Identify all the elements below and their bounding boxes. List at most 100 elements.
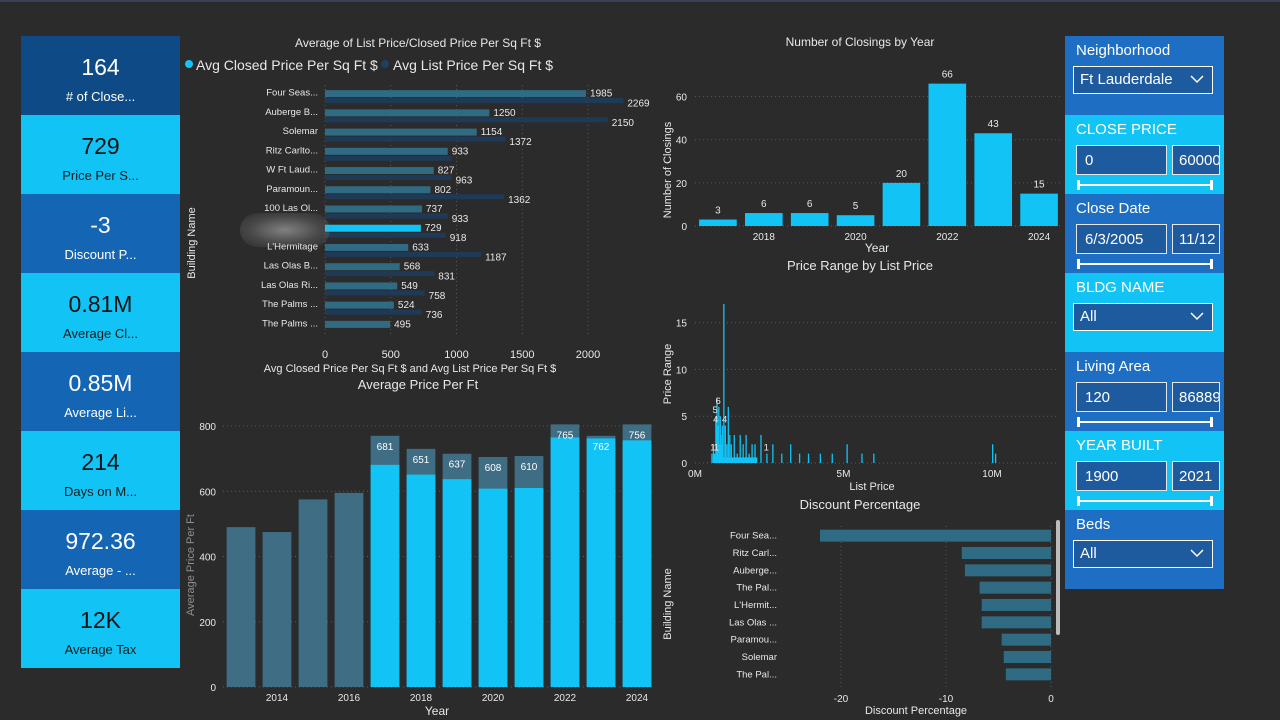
closings-by-year-chart[interactable]: Number of Closings by Year Number of Clo… [660, 30, 1065, 260]
living-area-max-input[interactable]: 86889 [1172, 382, 1220, 412]
price-range-bar[interactable] [721, 425, 724, 463]
list-bar[interactable] [325, 155, 452, 161]
kpi-card[interactable]: 214 Days on M... [21, 431, 180, 510]
average-price-per-ft-chart[interactable]: Average Price Per Ft Average Price Per F… [183, 375, 663, 720]
price-range-bar[interactable] [992, 444, 994, 463]
discount-bar[interactable] [1005, 668, 1051, 681]
total-bar[interactable] [334, 492, 364, 687]
kpi-card[interactable]: -3 Discount P... [21, 194, 180, 273]
beds-dropdown[interactable]: All [1073, 540, 1213, 568]
year-built-max-input[interactable]: 2021 [1172, 461, 1220, 491]
selected-bar[interactable] [622, 440, 652, 687]
list-bar[interactable] [325, 136, 506, 142]
price-range-bar[interactable] [723, 304, 725, 463]
kpi-card[interactable]: 164 # of Close... [21, 36, 180, 115]
price-range-bar[interactable] [717, 425, 719, 463]
price-range-bar[interactable] [846, 444, 848, 463]
list-bar[interactable] [325, 213, 448, 219]
selected-bar[interactable] [550, 437, 580, 687]
kpi-card[interactable]: 0.81M Average Cl... [21, 273, 180, 352]
living-area-slider-min-handle[interactable] [1077, 417, 1080, 427]
list-bar[interactable] [325, 98, 624, 104]
closings-bar[interactable] [1020, 193, 1058, 226]
price-range-bar[interactable] [733, 434, 735, 463]
closings-bar[interactable] [928, 83, 967, 226]
neighborhood-dropdown[interactable]: Ft Lauderdale [1073, 66, 1213, 94]
price-range-bar[interactable] [720, 434, 722, 463]
closed-bar[interactable] [325, 90, 587, 98]
close-date-slider-track[interactable] [1078, 263, 1212, 265]
legend-closed-label[interactable]: Avg Closed Price Per Sq Ft $ [196, 57, 378, 73]
close-date-slider-max-handle[interactable] [1210, 259, 1213, 269]
kpi-card[interactable]: 12K Average Tax [21, 589, 180, 668]
close-price-slider-track[interactable] [1078, 184, 1212, 186]
selected-bar[interactable] [442, 479, 472, 687]
kpi-card[interactable]: 0.85M Average Li... [21, 352, 180, 431]
list-bar[interactable] [325, 271, 435, 277]
closings-bar[interactable] [745, 213, 783, 226]
price-range-bar[interactable] [716, 397, 718, 463]
price-range-bar[interactable] [718, 406, 720, 463]
discount-scrollbar-thumb[interactable] [1056, 520, 1060, 635]
closed-bar[interactable] [325, 263, 400, 271]
price-range-bar[interactable] [873, 453, 875, 463]
price-per-sqft-chart[interactable]: Average of List Price/Closed Price Per S… [183, 30, 653, 385]
year-built-min-input[interactable]: 1900 [1076, 461, 1167, 491]
list-bar[interactable] [325, 309, 422, 315]
price-range-base-bar[interactable] [712, 457, 758, 463]
closings-bar[interactable] [836, 215, 875, 226]
price-range-bar[interactable] [727, 406, 729, 463]
price-range-bar[interactable] [739, 434, 741, 463]
closings-bar[interactable] [882, 182, 921, 226]
price-range-bar[interactable] [861, 453, 863, 463]
legend-list-label[interactable]: Avg List Price Per Sq Ft $ [393, 57, 553, 73]
close-price-min-input[interactable]: 0 [1076, 145, 1167, 175]
price-range-bar[interactable] [711, 453, 713, 463]
selected-bar[interactable] [406, 474, 436, 687]
closings-bar[interactable] [974, 133, 1012, 226]
discount-bar[interactable] [961, 547, 1051, 559]
price-range-bar[interactable] [781, 453, 783, 463]
price-range-bar[interactable] [754, 444, 756, 463]
year-built-slider-min-handle[interactable] [1077, 496, 1080, 506]
closed-bar[interactable] [325, 301, 394, 309]
selected-bar[interactable] [514, 487, 544, 687]
living-area-min-input[interactable]: 120 [1076, 382, 1167, 412]
closed-bar[interactable] [325, 224, 421, 232]
price-range-bar[interactable] [726, 444, 728, 463]
total-bar[interactable] [226, 527, 256, 687]
closed-bar[interactable] [325, 243, 409, 251]
price-range-bar[interactable] [807, 453, 810, 463]
list-bar[interactable] [325, 117, 608, 123]
closed-bar[interactable] [325, 282, 398, 290]
price-range-bar[interactable] [760, 434, 762, 463]
closed-bar[interactable] [325, 147, 448, 155]
bldg-name-dropdown[interactable]: All [1073, 303, 1213, 331]
closed-bar[interactable] [325, 128, 477, 136]
close-date-end-input[interactable]: 11/12 [1172, 224, 1220, 254]
discount-bar[interactable] [979, 581, 1051, 594]
close-price-slider-min-handle[interactable] [1077, 180, 1080, 190]
close-price-max-input[interactable]: 60000 [1172, 145, 1220, 175]
price-range-bar[interactable] [724, 425, 726, 463]
discount-bar[interactable] [1003, 651, 1051, 663]
year-built-slider-max-handle[interactable] [1210, 496, 1213, 506]
list-bar[interactable] [325, 290, 425, 296]
list-bar[interactable] [325, 251, 482, 257]
living-area-slider-max-handle[interactable] [1210, 417, 1213, 427]
closed-bar[interactable] [325, 320, 391, 328]
close-date-slider-min-handle[interactable] [1077, 259, 1080, 269]
total-bar[interactable] [298, 499, 328, 687]
price-range-bar[interactable] [831, 453, 833, 463]
closed-bar[interactable] [325, 186, 431, 194]
price-range-bar[interactable] [766, 453, 768, 463]
discount-percentage-chart[interactable]: Discount Percentage Building Name Discou… [660, 494, 1065, 720]
list-bar[interactable] [325, 232, 446, 238]
price-range-bar[interactable] [819, 453, 822, 463]
year-built-slider-track[interactable] [1078, 500, 1212, 502]
price-range-bar[interactable] [745, 434, 747, 463]
price-range-bar[interactable] [742, 444, 744, 463]
close-date-start-input[interactable]: 6/3/2005 [1076, 224, 1167, 254]
close-price-slider-max-handle[interactable] [1210, 180, 1213, 190]
price-range-bar[interactable] [790, 444, 792, 463]
